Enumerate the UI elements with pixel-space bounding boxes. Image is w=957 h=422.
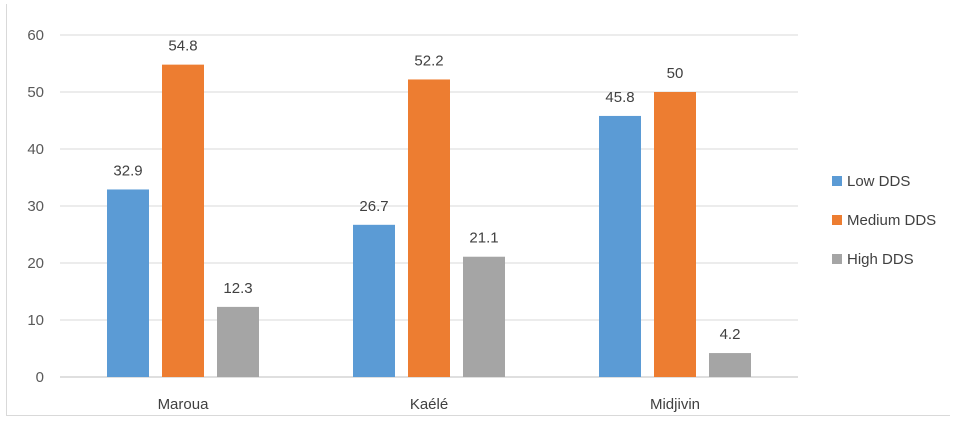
bar xyxy=(162,64,204,377)
y-tick-label: 40 xyxy=(27,141,44,158)
data-label: 45.8 xyxy=(605,89,634,106)
bar xyxy=(463,256,505,377)
data-label: 54.8 xyxy=(168,38,197,55)
category-label: Midjivin xyxy=(650,396,700,413)
bars xyxy=(107,64,751,378)
legend-label: Low DDS xyxy=(847,173,910,190)
category-label: Kaélé xyxy=(410,396,448,413)
legend: Low DDS Medium DDS High DDS xyxy=(832,173,936,268)
y-tick-label: 20 xyxy=(27,255,44,272)
data-label: 4.2 xyxy=(720,326,741,343)
legend-swatch xyxy=(832,254,842,264)
y-tick-label: 60 xyxy=(27,27,44,44)
legend-label: High DDS xyxy=(847,251,914,268)
bar xyxy=(408,79,450,378)
data-label: 52.2 xyxy=(414,52,443,69)
bar xyxy=(654,92,696,377)
y-tick-label: 10 xyxy=(27,312,44,329)
data-label: 32.9 xyxy=(113,162,142,179)
bar xyxy=(709,353,751,377)
bar xyxy=(353,224,395,377)
chart-frame xyxy=(6,4,950,416)
data-label: 12.3 xyxy=(223,280,252,297)
bar xyxy=(217,306,259,377)
bar xyxy=(599,115,641,377)
data-label: 50 xyxy=(667,65,684,82)
legend-swatch xyxy=(832,176,842,186)
legend-swatch xyxy=(832,215,842,225)
data-labels: 32.9 54.8 12.3 26.7 52.2 21.1 45.8 50 4.2 xyxy=(113,38,740,343)
y-axis-ticks: 0 10 20 30 40 50 60 xyxy=(27,27,44,386)
y-tick-label: 30 xyxy=(27,198,44,215)
data-label: 21.1 xyxy=(469,230,498,247)
category-label: Maroua xyxy=(158,396,210,413)
y-tick-label: 50 xyxy=(27,84,44,101)
legend-label: Medium DDS xyxy=(847,212,936,229)
y-tick-label: 0 xyxy=(36,369,44,386)
x-axis-categories: Maroua Kaélé Midjivin xyxy=(158,396,700,413)
bar xyxy=(107,189,149,377)
data-label: 26.7 xyxy=(359,198,388,215)
